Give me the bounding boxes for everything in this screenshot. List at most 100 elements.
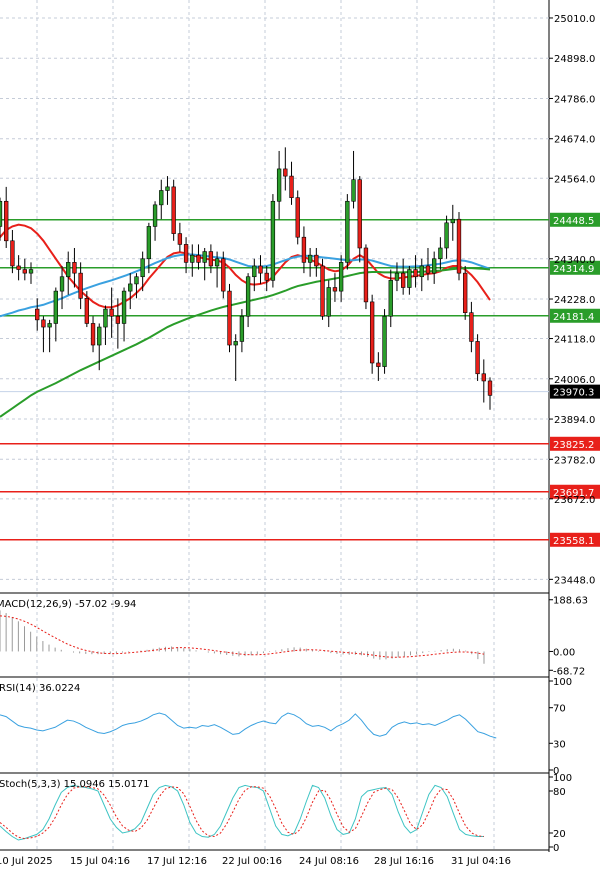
level-label: 24448.5 bbox=[553, 216, 594, 227]
candle-body bbox=[103, 308, 108, 328]
stoch-tick-label: 0 bbox=[553, 843, 559, 854]
candle-body bbox=[121, 290, 127, 324]
candle-body bbox=[314, 254, 319, 267]
candle-body bbox=[66, 262, 71, 278]
candle-body bbox=[152, 204, 158, 227]
candle-body bbox=[369, 301, 375, 364]
candle-body bbox=[90, 323, 96, 346]
candle-body bbox=[270, 200, 276, 281]
time-axis-label: 10 Jul 2025 bbox=[0, 856, 53, 867]
candle-body bbox=[363, 247, 369, 303]
candle-body bbox=[450, 218, 455, 224]
candle-body bbox=[208, 251, 214, 267]
candle-body bbox=[419, 265, 424, 278]
price-tick-label: 24674.0 bbox=[554, 135, 595, 146]
macd-label: MACD(12,26,9) -57.02 -9.94 bbox=[0, 599, 136, 610]
candle-body bbox=[165, 186, 170, 191]
candle-body bbox=[487, 380, 493, 396]
candles bbox=[0, 147, 493, 410]
candle-body bbox=[196, 254, 201, 263]
candle-body bbox=[97, 326, 102, 346]
candle-body bbox=[444, 222, 449, 249]
candle-body bbox=[425, 265, 431, 274]
candle-body bbox=[134, 276, 139, 285]
candle-body bbox=[388, 280, 393, 317]
macd-tick-label: -68.72 bbox=[553, 666, 585, 677]
candle-body bbox=[72, 262, 77, 274]
candle-body bbox=[345, 200, 350, 263]
rsi-pane: 100 70 30 0 bbox=[0, 677, 572, 777]
candle-body bbox=[295, 197, 300, 238]
time-axis-label: 31 Jul 04:16 bbox=[451, 856, 511, 867]
candle-body bbox=[84, 297, 89, 324]
candle-body bbox=[332, 287, 338, 292]
price-tick-label: 23782.0 bbox=[554, 455, 595, 466]
candle-body bbox=[338, 262, 344, 292]
price-tick-label: 24898.0 bbox=[554, 54, 595, 65]
price-tick-label: 24564.0 bbox=[554, 174, 595, 185]
stoch-tick-label: 80 bbox=[553, 787, 566, 798]
price-tick-label: 24228.0 bbox=[554, 295, 595, 306]
price-tick-label: 24118.0 bbox=[554, 335, 595, 346]
candle-body bbox=[351, 179, 356, 202]
candle-body bbox=[264, 272, 269, 281]
candle-body bbox=[35, 308, 40, 321]
stoch-k-line bbox=[0, 784, 484, 841]
stoch-pane: 100 80 20 0 bbox=[0, 773, 572, 854]
stoch-d-line bbox=[0, 786, 485, 840]
candle-body bbox=[0, 200, 3, 227]
candle-body bbox=[376, 362, 381, 367]
candle-body bbox=[214, 258, 220, 267]
candle-body bbox=[438, 247, 443, 260]
candle-body bbox=[227, 290, 232, 346]
level-label: 23825.2 bbox=[553, 440, 594, 451]
candle-body bbox=[146, 226, 152, 260]
candle-body bbox=[258, 265, 263, 274]
candle-body bbox=[4, 200, 9, 242]
candle-body bbox=[22, 269, 27, 274]
candle-body bbox=[128, 283, 133, 292]
candle-body bbox=[239, 315, 245, 342]
time-axis-label: 15 Jul 04:16 bbox=[70, 856, 130, 867]
candle-body bbox=[109, 308, 114, 317]
macd-pane: 188.63 0.00 -68.72 bbox=[0, 596, 588, 677]
time-axis-labels: 10 Jul 2025 15 Jul 04:16 17 Jul 12:16 22 Ju… bbox=[0, 856, 511, 867]
rsi-tick-label: 70 bbox=[553, 704, 566, 715]
level-label-bg bbox=[550, 308, 600, 323]
candle-body bbox=[481, 373, 486, 382]
stoch-tick-label: 100 bbox=[553, 773, 572, 784]
rsi-tick-label: 100 bbox=[553, 677, 572, 688]
level-label: 23691.7 bbox=[553, 488, 594, 499]
level-label: 23558.1 bbox=[553, 536, 594, 547]
candle-body bbox=[202, 251, 207, 263]
price-axis-labels: 25010.0 24898.0 24786.0 24674.0 24564.0 24340… bbox=[549, 14, 595, 586]
candle-body bbox=[183, 244, 189, 263]
current-price-label: 23970.3 bbox=[553, 388, 594, 399]
candle-body bbox=[307, 254, 313, 263]
time-axis-label: 22 Jul 00:16 bbox=[222, 856, 282, 867]
level-label-bg bbox=[550, 532, 600, 547]
candle-body bbox=[78, 272, 83, 299]
current-price-bg bbox=[550, 384, 600, 399]
candle-body bbox=[115, 315, 121, 324]
candle-body bbox=[41, 319, 46, 328]
price-tick-label: 23894.0 bbox=[554, 415, 595, 426]
rsi-tick-label: 0 bbox=[553, 766, 559, 777]
candle-body bbox=[357, 179, 362, 249]
time-axis-label: 17 Jul 12:16 bbox=[147, 856, 207, 867]
candle-body bbox=[171, 186, 176, 234]
candle-body bbox=[47, 323, 52, 328]
rsi-tick-label: 30 bbox=[553, 739, 566, 750]
candle-body bbox=[159, 190, 164, 206]
candle-body bbox=[233, 341, 238, 346]
candle-body bbox=[326, 287, 331, 317]
price-tick-label: 24786.0 bbox=[554, 94, 595, 105]
candle-body bbox=[413, 269, 418, 278]
candle-body bbox=[28, 269, 34, 274]
candle-body bbox=[289, 175, 294, 198]
level-label: 24314.9 bbox=[553, 264, 594, 275]
candle-body bbox=[190, 254, 195, 263]
level-label-bg bbox=[550, 212, 600, 227]
